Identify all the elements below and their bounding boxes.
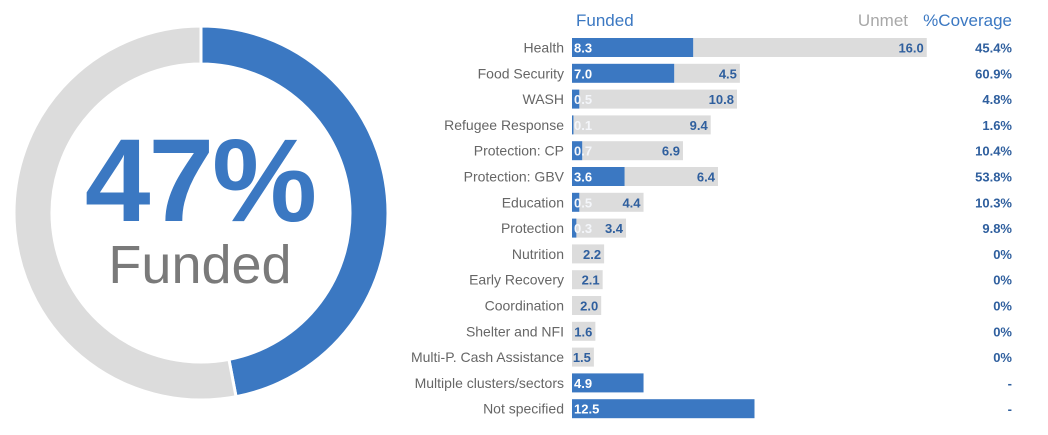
donut-slice-funded: [199, 24, 390, 399]
donut-chart: 47% Funded: [0, 0, 400, 435]
category-label: Protection: CP: [474, 143, 564, 159]
bar-unmet: [624, 167, 718, 186]
coverage-value: 4.8%: [982, 92, 1012, 107]
funded-percent: 47%: [84, 115, 317, 247]
bar-unmet: [573, 115, 711, 135]
unmet-value-label: 10.8: [709, 92, 734, 107]
coverage-value: -: [1008, 402, 1012, 417]
unmet-value-label: 6.4: [697, 170, 716, 185]
unmet-value-label: 4.5: [719, 66, 737, 81]
bar-unmet: [572, 321, 596, 341]
coverage-value: 45.4%: [975, 41, 1012, 56]
coverage-value: 0%: [993, 273, 1012, 288]
category-label: Coordination: [485, 298, 564, 314]
coverage-value: 0%: [993, 247, 1012, 262]
bar-unmet: [579, 89, 737, 109]
category-label: Health: [524, 40, 564, 56]
coverage-value: 9.8%: [982, 221, 1012, 236]
funded-value-label: 4.9: [574, 376, 592, 391]
bar-funded: [572, 192, 580, 212]
unmet-value-label: 6.9: [662, 144, 680, 159]
category-label: Not specified: [483, 401, 564, 417]
category-label: Multiple clusters/sectors: [415, 375, 564, 391]
category-label: WASH: [523, 91, 564, 107]
funded-label: Funded: [108, 235, 292, 295]
funded-value-label: 0.7: [574, 144, 592, 159]
bar-funded: [572, 115, 574, 135]
category-label: Nutrition: [512, 246, 564, 262]
category-label: Education: [502, 194, 564, 210]
funded-value-label: 0.5: [574, 92, 592, 107]
bar-unmet: [693, 38, 927, 57]
bar-unmet: [572, 270, 603, 290]
category-label: Protection: GBV: [464, 169, 565, 185]
bar-funded: [572, 167, 625, 186]
bar-funded: [572, 63, 675, 83]
category-label: Early Recovery: [469, 272, 564, 288]
unmet-value-label: 16.0: [898, 41, 923, 56]
unmet-value-label: 1.6: [574, 324, 592, 339]
unmet-value-label: 2.1: [582, 273, 600, 288]
legend-unmet: Unmet: [858, 11, 908, 30]
funded-value-label: 8.3: [574, 41, 592, 56]
coverage-value: 10.4%: [975, 144, 1012, 159]
funded-value-label: 7.0: [574, 66, 592, 81]
bar-unmet: [579, 192, 644, 212]
donut-slice-unmet: [12, 24, 238, 402]
coverage-value: -: [1008, 376, 1012, 391]
bar-unmet: [582, 141, 683, 161]
bar-funded: [572, 141, 583, 161]
donut-svg: [12, 24, 390, 402]
funded-value-label: 0.1: [574, 118, 592, 133]
legend-coverage: %Coverage: [923, 11, 1012, 30]
funded-value-label: 12.5: [574, 402, 599, 417]
bar-funded: [572, 218, 577, 238]
category-label: Multi-P. Cash Assistance: [411, 349, 564, 365]
bar-unmet: [572, 244, 605, 264]
coverage-value: 10.3%: [975, 195, 1012, 210]
coverage-value: 0%: [993, 299, 1012, 314]
legend-funded: Funded: [576, 11, 634, 30]
category-label: Shelter and NFI: [466, 323, 564, 339]
coverage-value: 1.6%: [982, 118, 1012, 133]
coverage-value: 0%: [993, 350, 1012, 365]
coverage-value: 60.9%: [975, 66, 1012, 81]
unmet-value-label: 1.5: [573, 350, 591, 365]
unmet-value-label: 9.4: [690, 118, 709, 133]
bar-unmet: [572, 296, 602, 315]
category-label: Protection: [501, 220, 564, 236]
coverage-value: 0%: [993, 324, 1012, 339]
funded-value-label: 0.5: [574, 195, 592, 210]
bar-funded: [572, 373, 644, 393]
unmet-value-label: 4.4: [622, 195, 641, 210]
coverage-value: 53.8%: [975, 170, 1012, 185]
bar-unmet: [576, 218, 627, 238]
bar-funded: [572, 399, 755, 419]
category-label: Refugee Response: [444, 117, 564, 133]
bar-unmet: [572, 347, 594, 367]
unmet-value-label: 3.4: [605, 221, 624, 236]
funded-value-label: 3.6: [574, 170, 592, 185]
funded-value-label: 0.3: [574, 221, 592, 236]
unmet-value-label: 2.0: [580, 299, 598, 314]
bar-funded: [572, 38, 694, 57]
unmet-value-label: 2.2: [583, 247, 601, 262]
bar-funded: [572, 89, 580, 109]
bar-unmet: [674, 63, 740, 83]
category-label: Food Security: [478, 65, 564, 81]
